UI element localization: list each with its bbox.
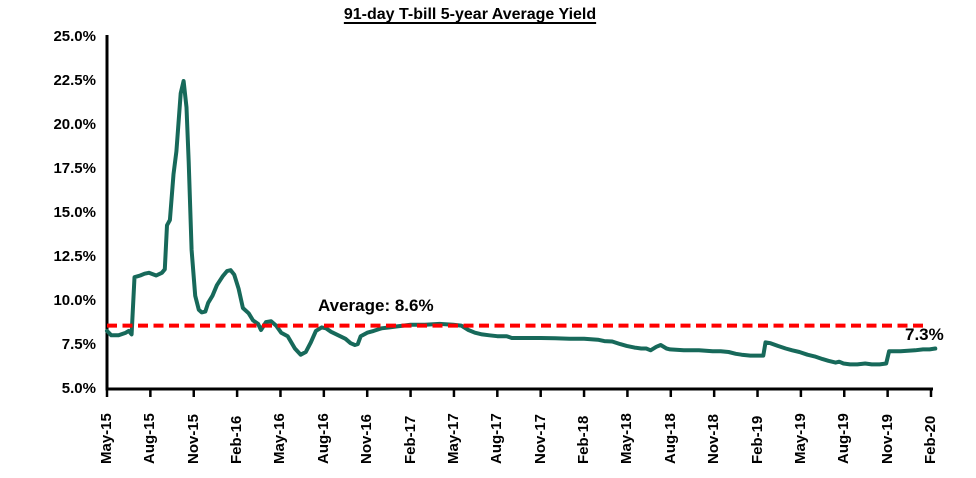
x-axis-tick-label: Nov-19 xyxy=(878,413,896,464)
x-axis-tick-label: Aug-18 xyxy=(661,413,679,464)
x-axis-tick-label: Nov-15 xyxy=(184,413,202,464)
x-axis-tick-label: May-15 xyxy=(98,413,115,464)
x-axis-tick-label: Feb-17 xyxy=(401,415,419,464)
x-axis-tick-label: Nov-18 xyxy=(705,413,723,464)
y-axis-tick-label: 7.5% xyxy=(61,336,96,353)
x-axis-tick-label: May-19 xyxy=(791,413,809,464)
y-axis-tick-label: 22.5% xyxy=(53,72,96,89)
x-axis-tick-label: Feb-19 xyxy=(748,415,766,464)
x-axis-tick-label: May-16 xyxy=(271,413,289,464)
x-axis-tick-label: Feb-16 xyxy=(228,415,246,464)
y-axis-tick-label: 5.0% xyxy=(61,380,96,397)
end-value-annotation: 7.3% xyxy=(905,325,944,344)
y-axis-tick-label: 12.5% xyxy=(53,248,96,265)
yield-line xyxy=(105,79,938,367)
x-axis-tick-label: Aug-17 xyxy=(488,413,506,464)
chart-title: 91-day T-bill 5-year Average Yield xyxy=(0,6,940,24)
y-axis-tick-label: 25.0% xyxy=(53,28,96,45)
y-axis-tick-label: 20.0% xyxy=(53,116,96,133)
average-annotation: Average: 8.6% xyxy=(318,296,434,315)
x-axis-tick-label: Nov-16 xyxy=(358,413,376,464)
y-axis-tick-label: 15.0% xyxy=(53,204,96,221)
y-axis-tick-label: 10.0% xyxy=(53,292,96,309)
chart-title-text: 91-day T-bill 5-year Average Yield xyxy=(343,6,597,23)
x-axis-tick-label: Nov-17 xyxy=(531,413,549,464)
x-axis-tick-label: Feb-18 xyxy=(575,415,593,464)
x-axis-tick-label: May-18 xyxy=(618,413,636,464)
x-axis-tick-label: Aug-19 xyxy=(835,413,853,464)
x-axis-tick-label: Aug-15 xyxy=(141,413,159,464)
x-axis-tick-label: Feb-20 xyxy=(922,415,939,464)
y-axis-tick-label: 17.5% xyxy=(53,160,96,177)
x-axis-tick-label: Aug-16 xyxy=(314,413,332,464)
x-axis-tick-label: May-17 xyxy=(444,413,462,464)
